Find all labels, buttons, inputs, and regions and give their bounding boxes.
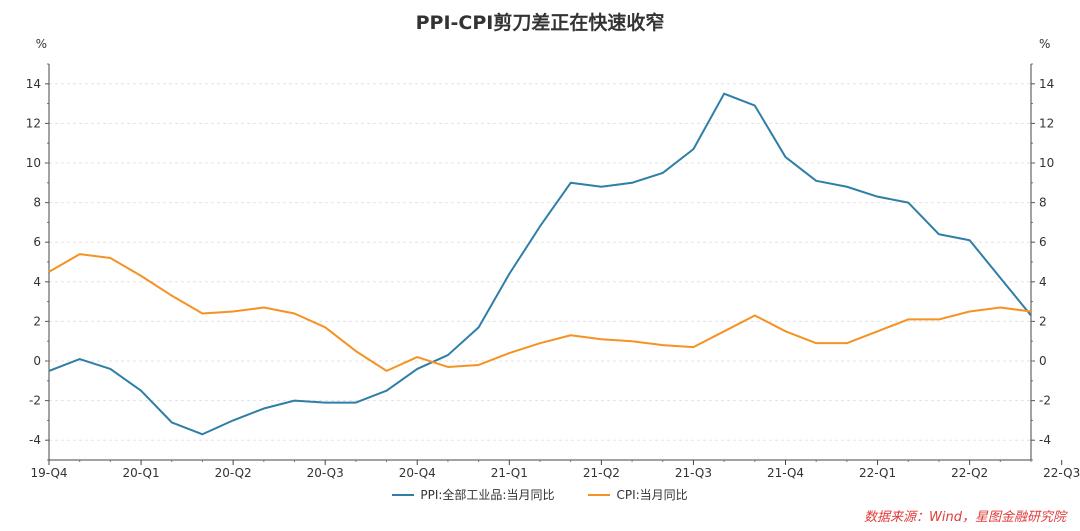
x-tick-label: 21-Q1 — [491, 466, 528, 480]
x-tick-label: 22-Q2 — [951, 466, 988, 480]
y-tick-label-right: 2 — [1039, 314, 1047, 328]
y-tick-label-left: 6 — [33, 235, 41, 249]
y-tick-label-right: 4 — [1039, 275, 1047, 289]
y-tick-label-right: 0 — [1039, 354, 1047, 368]
x-tick-label: 22-Q1 — [859, 466, 896, 480]
x-tick-label: 20-Q3 — [307, 466, 344, 480]
x-tick-label: 21-Q3 — [675, 466, 712, 480]
y-unit-left: % — [36, 37, 47, 51]
y-tick-label-right: 8 — [1039, 196, 1047, 210]
y-unit-right: % — [1039, 37, 1050, 51]
y-tick-label-right: -4 — [1039, 433, 1051, 447]
y-tick-label-right: 14 — [1039, 77, 1054, 91]
x-tick-label: 22-Q3 — [1043, 466, 1080, 480]
series-lines — [48, 92, 1032, 436]
y-tick-label-left: 12 — [26, 116, 41, 130]
chart-title: PPI-CPI剪刀差正在快速收窄 — [415, 12, 665, 34]
y-tick-label-left: 14 — [26, 77, 41, 91]
y-tick-label-right: 10 — [1039, 156, 1054, 170]
y-tick-label-left: 2 — [33, 314, 41, 328]
legend: PPI:全部工业品:当月同比 CPI:当月同比 — [0, 486, 1080, 503]
x-tick-label: 19-Q4 — [30, 466, 67, 480]
y-tick-label-right: 6 — [1039, 235, 1047, 249]
y-tick-label-left: -2 — [29, 394, 41, 408]
cpi-series-line — [48, 253, 1032, 372]
y-tick-label-left: -4 — [29, 433, 41, 447]
legend-label-cpi: CPI:当月同比 — [616, 488, 688, 502]
legend-item-ppi: PPI:全部工业品:当月同比 — [392, 486, 554, 503]
y-tick-label-right: 12 — [1039, 116, 1054, 130]
axes — [45, 63, 1063, 465]
x-tick-label: 20-Q4 — [399, 466, 436, 480]
x-tick-label: 21-Q4 — [767, 466, 804, 480]
grid-lines — [49, 83, 1031, 441]
legend-swatch-ppi — [392, 493, 415, 496]
tick-labels: -4 -4 -2 -2 0 0 2 2 4 4 6 6 8 8 10 10 12 12 14 14% % 19-Q4 20-… — [26, 37, 1080, 480]
y-tick-label-left: 10 — [26, 156, 41, 170]
source-note: 数据来源：Wind，星图金融研究院 — [864, 510, 1066, 525]
y-tick-label-right: -2 — [1039, 394, 1051, 408]
y-tick-label-left: 0 — [33, 354, 41, 368]
x-tick-label: 20-Q1 — [123, 466, 160, 480]
x-tick-label: 21-Q2 — [583, 466, 620, 480]
legend-label-ppi: PPI:全部工业品:当月同比 — [420, 488, 555, 502]
ppi-series-line — [48, 92, 1032, 436]
x-tick-label: 20-Q2 — [215, 466, 252, 480]
legend-swatch-cpi — [588, 493, 611, 496]
legend-item-cpi: CPI:当月同比 — [588, 486, 688, 503]
y-tick-label-left: 8 — [33, 196, 41, 210]
y-tick-label-left: 4 — [33, 275, 41, 289]
